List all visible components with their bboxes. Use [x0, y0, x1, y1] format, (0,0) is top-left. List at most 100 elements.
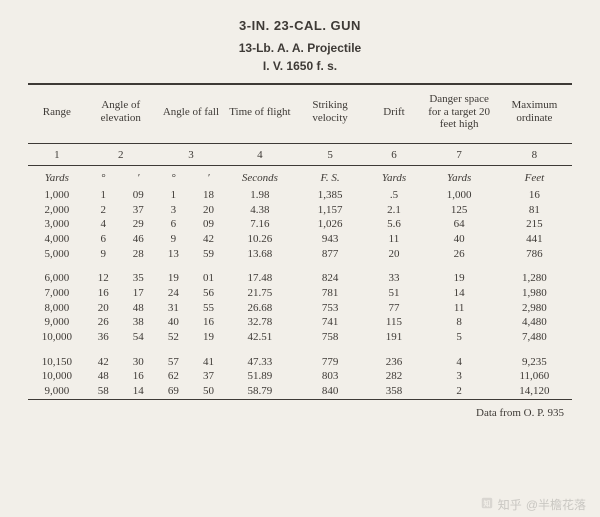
cell-fall-min: 41 — [191, 355, 226, 370]
cell-flight: 17.48 — [226, 271, 294, 286]
cell-danger: 8 — [422, 315, 497, 330]
unit-flight: Seconds — [226, 168, 294, 189]
cell-drift: 77 — [366, 301, 421, 316]
cell-range: 10,150 — [28, 355, 86, 370]
table-row: 1,0001091181.981,385.51,00016 — [28, 188, 572, 203]
cell-fall-deg: 3 — [156, 203, 191, 218]
cell-danger: 125 — [422, 203, 497, 218]
cell-velocity: 753 — [294, 301, 367, 316]
table-row: 9,0005814695058.79840358214,120 — [28, 384, 572, 399]
cell-velocity: 1,157 — [294, 203, 367, 218]
unit-fall-min: ′ — [191, 168, 226, 189]
cell-fall-min: 09 — [191, 217, 226, 232]
unit-range: Yards — [28, 168, 86, 189]
cell-fall-deg: 31 — [156, 301, 191, 316]
colnum-8: 8 — [497, 146, 572, 165]
page-title-line3: I. V. 1650 f. s. — [28, 59, 572, 73]
table-row: 7,0001617245621.7578151141,980 — [28, 286, 572, 301]
cell-elev-min: 16 — [121, 369, 156, 384]
cell-fall-deg: 13 — [156, 247, 191, 262]
table-row: 10,0003654521942.5175819157,480 — [28, 330, 572, 345]
cell-fall-deg: 69 — [156, 384, 191, 399]
cell-velocity: 840 — [294, 384, 367, 399]
cell-elev-deg: 36 — [86, 330, 121, 345]
cell-elev-min: 30 — [121, 355, 156, 370]
hdr-fall: Angle of fall — [156, 85, 226, 143]
cell-fall-deg: 1 — [156, 188, 191, 203]
colnum-7: 7 — [422, 146, 497, 165]
rule — [28, 399, 572, 402]
cell-drift: 236 — [366, 355, 421, 370]
page-title-line2: 13-Lb. A. A. Projectile — [28, 41, 572, 55]
unit-velocity: F. S. — [294, 168, 367, 189]
cell-danger: 19 — [422, 271, 497, 286]
cell-danger: 1,000 — [422, 188, 497, 203]
colnum-5: 5 — [294, 146, 367, 165]
cell-range: 10,000 — [28, 330, 86, 345]
column-numbers: 1 2 3 4 5 6 7 8 — [28, 146, 572, 165]
cell-elev-min: 38 — [121, 315, 156, 330]
cell-fall-min: 59 — [191, 247, 226, 262]
cell-flight: 21.75 — [226, 286, 294, 301]
cell-flight: 26.68 — [226, 301, 294, 316]
hdr-drift: Drift — [366, 85, 421, 143]
hdr-danger: Danger space for a target 20 feet high — [422, 85, 497, 143]
cell-elev-deg: 42 — [86, 355, 121, 370]
cell-fall-min: 20 — [191, 203, 226, 218]
unit-drift: Yards — [366, 168, 421, 189]
cell-fall-min: 18 — [191, 188, 226, 203]
cell-flight: 47.33 — [226, 355, 294, 370]
cell-ordinate: 1,980 — [497, 286, 572, 301]
cell-flight: 10.26 — [226, 232, 294, 247]
cell-drift: 115 — [366, 315, 421, 330]
cell-danger: 26 — [422, 247, 497, 262]
cell-drift: .5 — [366, 188, 421, 203]
cell-danger: 5 — [422, 330, 497, 345]
cell-fall-deg: 19 — [156, 271, 191, 286]
cell-velocity: 803 — [294, 369, 367, 384]
cell-range: 10,000 — [28, 369, 86, 384]
cell-range: 2,000 — [28, 203, 86, 218]
unit-elev-deg: ° — [86, 168, 121, 189]
table-row: 2,0002373204.381,1572.112581 — [28, 203, 572, 218]
cell-ordinate: 7,480 — [497, 330, 572, 345]
cell-flight: 7.16 — [226, 217, 294, 232]
cell-velocity: 877 — [294, 247, 367, 262]
cell-elev-deg: 58 — [86, 384, 121, 399]
cell-danger: 3 — [422, 369, 497, 384]
cell-fall-min: 56 — [191, 286, 226, 301]
cell-velocity: 758 — [294, 330, 367, 345]
cell-elev-deg: 12 — [86, 271, 121, 286]
cell-fall-min: 55 — [191, 301, 226, 316]
cell-range: 5,000 — [28, 247, 86, 262]
cell-drift: 282 — [366, 369, 421, 384]
cell-elev-min: 29 — [121, 217, 156, 232]
cell-danger: 4 — [422, 355, 497, 370]
unit-ordinate: Feet — [497, 168, 572, 189]
colnum-3: 3 — [156, 146, 226, 165]
zhihu-watermark: 知 知乎 @半檐花落 — [480, 496, 586, 513]
cell-elev-min: 14 — [121, 384, 156, 399]
cell-fall-deg: 57 — [156, 355, 191, 370]
cell-ordinate: 1,280 — [497, 271, 572, 286]
cell-fall-min: 42 — [191, 232, 226, 247]
cell-danger: 14 — [422, 286, 497, 301]
colnum-4: 4 — [226, 146, 294, 165]
cell-drift: 5.6 — [366, 217, 421, 232]
cell-fall-deg: 6 — [156, 217, 191, 232]
table-body: 1,0001091181.981,385.51,000162,000237320… — [28, 188, 572, 399]
cell-velocity: 1,026 — [294, 217, 367, 232]
hdr-velocity: Striking velocity — [294, 85, 367, 143]
cell-range: 6,000 — [28, 271, 86, 286]
cell-fall-min: 37 — [191, 369, 226, 384]
table-row: 3,0004296097.161,0265.664215 — [28, 217, 572, 232]
watermark-user: @半檐花落 — [526, 496, 586, 513]
cell-velocity: 1,385 — [294, 188, 367, 203]
cell-ordinate: 215 — [497, 217, 572, 232]
gun-data-table: Range Angle of elevation Angle of fall T… — [28, 85, 572, 402]
cell-flight: 4.38 — [226, 203, 294, 218]
cell-ordinate: 4,480 — [497, 315, 572, 330]
cell-drift: 2.1 — [366, 203, 421, 218]
watermark-site: 知乎 — [498, 496, 522, 513]
table-row: 5,000928135913.688772026786 — [28, 247, 572, 262]
